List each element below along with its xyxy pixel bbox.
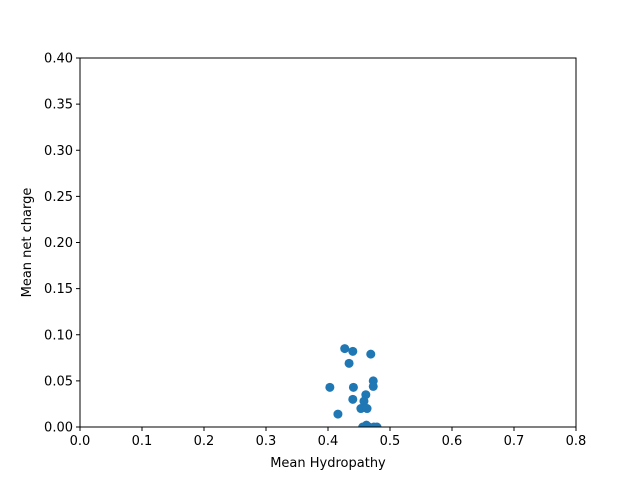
plot-frame (79, 57, 577, 428)
data-point (348, 382, 358, 392)
y-tick-label: 0.15 (44, 282, 73, 297)
x-tick-label: 0.6 (442, 434, 463, 449)
y-axis-label: Mean net charge (20, 188, 35, 298)
data-point (340, 344, 350, 354)
data-points (325, 344, 382, 427)
data-point (366, 349, 376, 359)
x-axis-ticks: 0.0 0.1 0.2 0.3 0.4 0.5 0.6 0.7 0.8 (70, 427, 587, 449)
data-point (344, 358, 354, 368)
x-tick-label: 0.1 (132, 434, 153, 449)
data-point (325, 382, 335, 392)
y-tick-label: 0.40 (44, 52, 73, 67)
x-tick-label: 0.5 (380, 434, 401, 449)
y-tick-label: 0.20 (44, 236, 73, 251)
x-axis-label: Mean Hydropathy (270, 456, 386, 471)
x-tick-label: 0.2 (194, 434, 215, 449)
y-tick-label: 0.35 (44, 98, 73, 113)
data-point (348, 346, 358, 356)
x-tick-label: 0.0 (70, 434, 91, 449)
data-point (356, 404, 366, 414)
x-tick-label: 0.8 (566, 434, 587, 449)
data-point (368, 381, 378, 391)
data-point (333, 409, 343, 419)
x-tick-label: 0.4 (318, 434, 339, 449)
y-tick-label: 0.25 (44, 190, 73, 205)
data-point (348, 394, 358, 404)
y-tick-label: 0.05 (44, 374, 73, 389)
y-tick-label: 0.30 (44, 144, 73, 159)
data-point (372, 422, 382, 427)
y-axis-ticks: 0.00 0.05 0.10 0.15 0.20 0.25 0.30 0.35 0.40 (44, 52, 80, 436)
x-tick-label: 0.3 (256, 434, 277, 449)
data-point (362, 404, 372, 414)
data-point (359, 396, 369, 406)
x-tick-label: 0.7 (504, 434, 525, 449)
y-tick-label: 0.10 (44, 328, 73, 343)
y-tick-label: 0.00 (44, 421, 73, 436)
